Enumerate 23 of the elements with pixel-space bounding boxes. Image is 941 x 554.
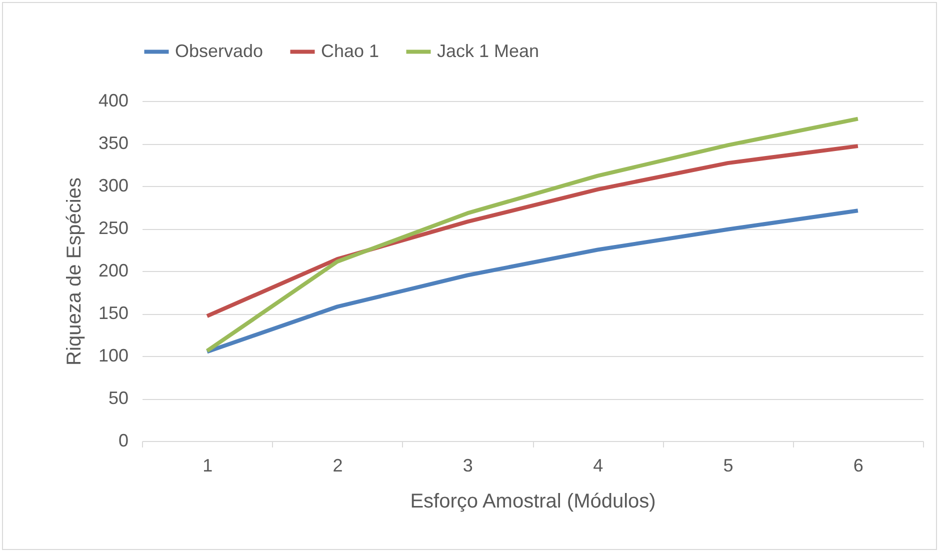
y-tick-label: 0 — [118, 430, 128, 450]
y-tick-label: 150 — [98, 303, 128, 323]
legend-label: Observado — [175, 40, 264, 61]
y-tick-label: 50 — [108, 388, 128, 408]
y-axis-title: Riqueza de Espécies — [63, 178, 86, 366]
x-tick-label: 1 — [202, 456, 213, 476]
x-tick-label: 5 — [723, 456, 734, 476]
line-series — [205, 208, 860, 354]
y-tick-label: 250 — [98, 218, 128, 238]
x-tick-label: 2 — [332, 456, 343, 476]
x-tick-label: 4 — [593, 456, 604, 476]
y-tick-label: 400 — [98, 90, 128, 110]
y-tick-label: 200 — [98, 260, 128, 280]
y-tick-label: 300 — [98, 176, 128, 196]
y-tick-label: 100 — [98, 346, 128, 366]
legend-label: Chao 1 — [321, 40, 380, 61]
x-tick-label: 6 — [853, 456, 864, 476]
y-tick-label: 350 — [98, 133, 128, 153]
x-tick-label: 3 — [462, 456, 473, 476]
legend-label: Jack 1 Mean — [437, 40, 540, 61]
line-series — [205, 144, 860, 318]
line-series — [205, 116, 860, 353]
x-axis-title: Esforço Amostral (Módulos) — [410, 490, 656, 512]
